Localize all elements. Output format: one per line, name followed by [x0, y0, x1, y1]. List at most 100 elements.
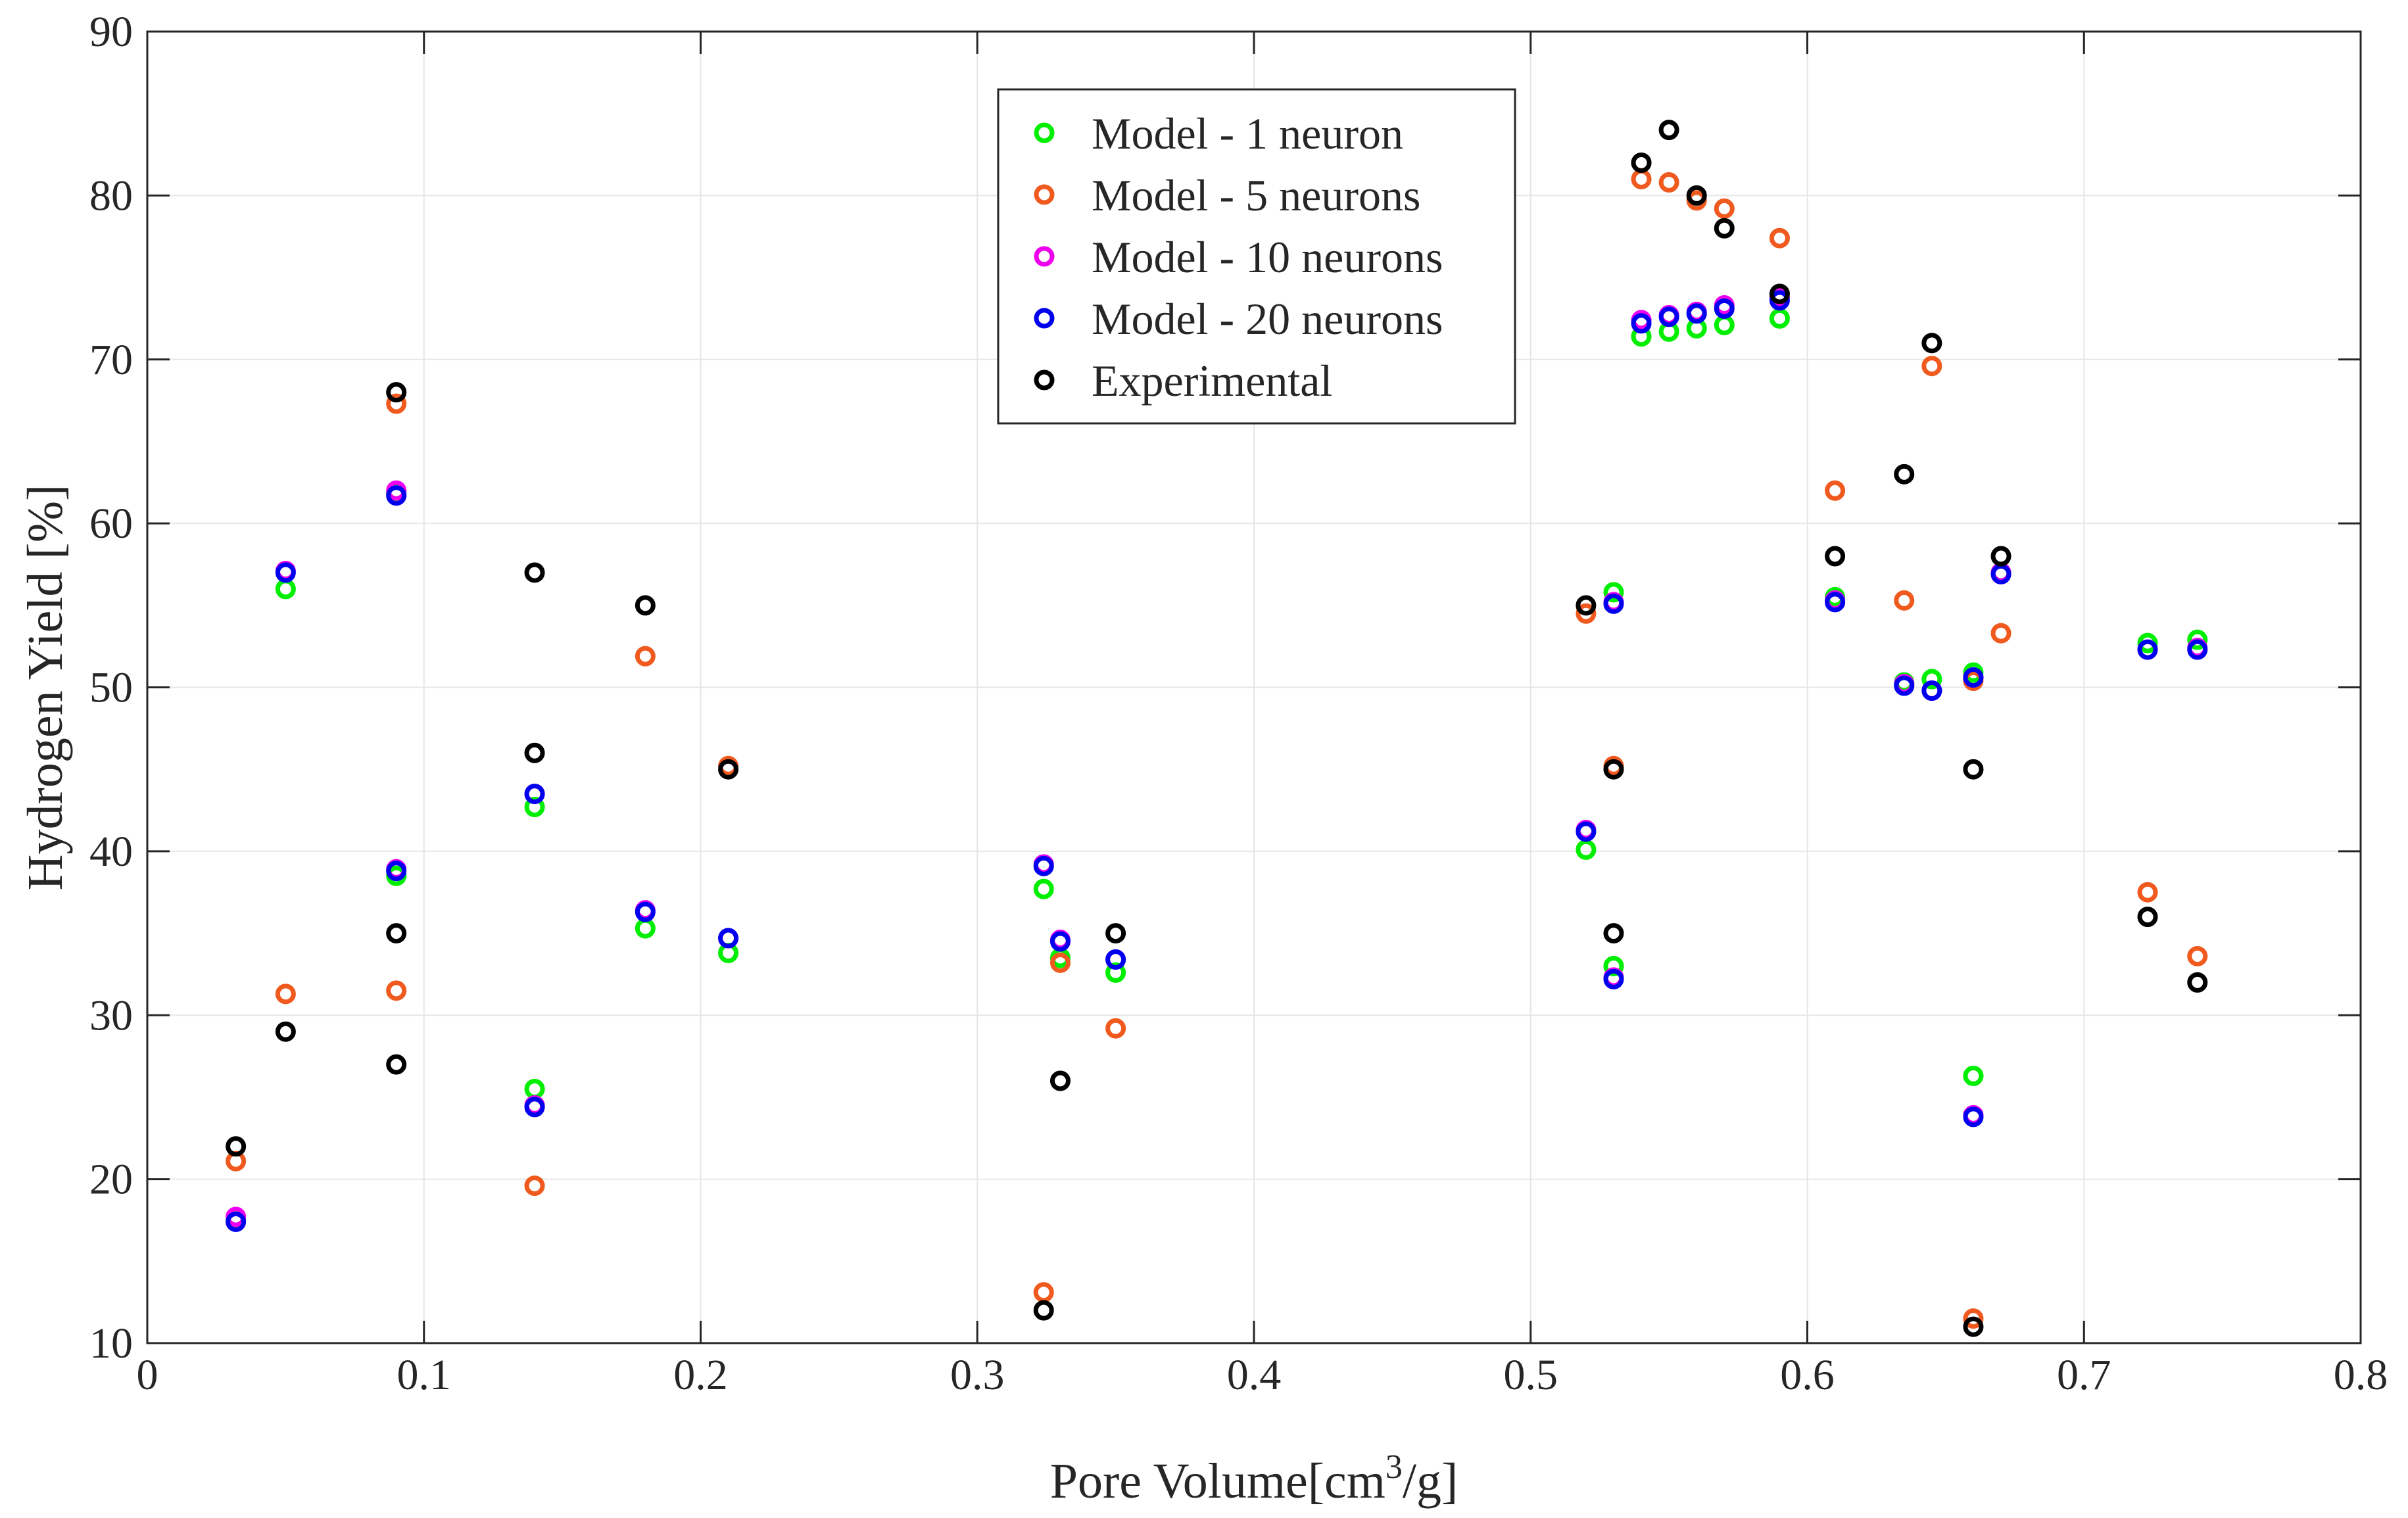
x-tick-label: 0.2: [673, 1351, 728, 1399]
data-point: [1105, 949, 1126, 970]
legend: Model - 1 neuron Model - 5 neurons Model -…: [997, 88, 1516, 425]
data-point: [1963, 759, 1984, 780]
y-tick-label: 40: [89, 828, 133, 876]
x-tick-label: 0.5: [1504, 1351, 1558, 1399]
data-point: [1033, 855, 1054, 876]
data-point: [635, 595, 656, 616]
data-point: [1963, 1106, 1984, 1127]
x-tick-label: 0.6: [1780, 1351, 1835, 1399]
data-point: [1894, 590, 1915, 611]
data-point: [1714, 218, 1735, 239]
data-point: [1658, 120, 1679, 141]
data-point: [2137, 632, 2158, 653]
data-point: [524, 1097, 545, 1118]
data-point: [226, 1136, 247, 1157]
legend-label: Model - 20 neurons: [1092, 294, 1443, 344]
legend-label: Model - 1 neuron: [1092, 108, 1403, 158]
data-point: [1714, 198, 1735, 219]
data-point: [275, 1021, 296, 1042]
x-tick-label: 0: [137, 1351, 158, 1399]
data-point: [1658, 172, 1679, 193]
data-point: [1769, 227, 1790, 249]
y-tick-label: 70: [89, 336, 133, 384]
data-point: [524, 562, 545, 583]
data-point: [2187, 629, 2208, 650]
y-tick-label: 30: [89, 991, 133, 1039]
x-axis-title-superscript: 3: [1385, 1448, 1403, 1486]
legend-box: [997, 88, 1516, 425]
data-point: [226, 1211, 247, 1232]
data-point: [1105, 962, 1126, 983]
series-experimental: [226, 120, 2208, 1337]
data-point: [1603, 593, 1624, 614]
x-tick-label: 0.7: [2057, 1351, 2111, 1399]
y-tick-label: 80: [89, 172, 133, 220]
data-point: [718, 759, 739, 780]
data-point: [2137, 907, 2158, 928]
axis-ticks: 0 0.1 0.2 0.3 0.4 0.5 0.6 0.7 0.8 10 20 30 40 50 60 70 8…: [89, 8, 2388, 1399]
legend-marker: [1034, 369, 1055, 391]
x-axis-title-suffix: /g]: [1403, 1454, 1458, 1509]
data-point: [1631, 313, 1652, 334]
data-point: [1963, 1066, 1984, 1087]
x-tick-label: 0.4: [1227, 1351, 1282, 1399]
data-point: [1894, 675, 1915, 696]
data-point: [1049, 1070, 1071, 1091]
data-point: [386, 485, 407, 506]
data-point: [1603, 955, 1624, 976]
data-point: [2137, 639, 2158, 660]
data-point: [1105, 923, 1126, 944]
data-point: [1603, 968, 1624, 989]
data-point: [2137, 882, 2158, 903]
data-point: [1049, 952, 1071, 973]
data-point: [386, 861, 407, 882]
data-point: [635, 646, 656, 667]
data-point: [1033, 878, 1054, 899]
data-point: [1714, 298, 1735, 319]
legend-marker: [1034, 184, 1055, 205]
y-tick-label: 10: [89, 1319, 133, 1367]
data-point: [1576, 595, 1597, 616]
legend-label: Experimental: [1092, 356, 1332, 406]
data-point: [2187, 639, 2208, 660]
data-point: [386, 923, 407, 944]
data-point: [1686, 303, 1707, 324]
data-point: [386, 980, 407, 1001]
data-point: [1825, 592, 1846, 613]
data-point: [1963, 1308, 1984, 1329]
legend-marker: [1034, 246, 1055, 267]
legend-label: Model - 10 neurons: [1092, 232, 1443, 282]
data-point: [524, 784, 545, 805]
legend-marker: [1034, 122, 1055, 143]
data-point: [524, 742, 545, 763]
data-point: [1921, 680, 1942, 701]
data-point: [1921, 333, 1942, 354]
data-point: [1658, 306, 1679, 327]
data-point: [1603, 923, 1624, 944]
data-point: [386, 382, 407, 403]
legend-label: Model - 5 neurons: [1092, 170, 1420, 220]
data-point: [1631, 153, 1652, 173]
data-point: [1963, 1316, 1984, 1337]
data-point: [1769, 283, 1790, 304]
y-axis-title: Hydrogen Yield [%]: [18, 485, 73, 891]
data-point: [1825, 546, 1846, 567]
data-point: [1963, 667, 1984, 688]
x-axis-title-main: Pore Volume[cm: [1050, 1454, 1385, 1509]
y-tick-label: 20: [89, 1156, 133, 1204]
data-point: [1105, 1018, 1126, 1039]
y-tick-label: 90: [89, 8, 133, 56]
x-tick-label: 0.8: [2334, 1351, 2388, 1399]
data-point: [524, 1175, 545, 1197]
legend-marker: [1034, 308, 1055, 329]
data-point: [1894, 463, 1915, 485]
y-tick-label: 50: [89, 664, 133, 712]
data-point: [1921, 356, 1942, 377]
x-tick-label: 0.3: [950, 1351, 1005, 1399]
data-point: [635, 901, 656, 922]
data-point: [1576, 603, 1597, 624]
data-point: [718, 928, 739, 949]
data-point: [1576, 821, 1597, 842]
data-point: [1603, 582, 1624, 603]
